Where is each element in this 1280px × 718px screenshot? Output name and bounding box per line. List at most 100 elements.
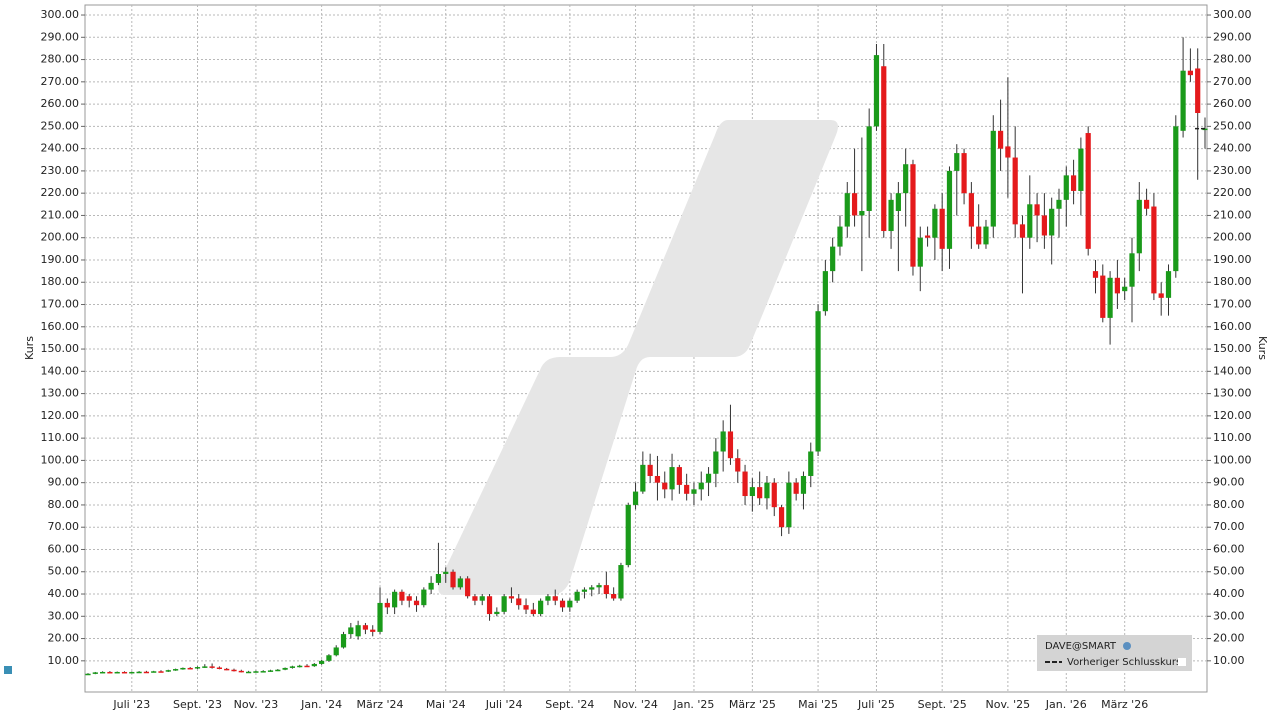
- y-tick-label: 140.00: [41, 364, 80, 377]
- y-tick-label: 210.00: [41, 208, 80, 221]
- y2-tick-label: 180.00: [1213, 275, 1252, 288]
- candle-body: [85, 673, 91, 676]
- y-tick-label: 100.00: [41, 453, 80, 466]
- candle-body: [173, 669, 179, 671]
- y-tick-label: 280.00: [41, 53, 80, 66]
- candle-body: [647, 464, 653, 476]
- candle-body: [289, 666, 296, 668]
- y-tick-label: 300.00: [41, 8, 80, 21]
- candle-body: [837, 226, 843, 247]
- y-tick-label: 60.00: [48, 542, 80, 555]
- y2-tick-label: 270.00: [1213, 75, 1252, 88]
- y-tick-label: 40.00: [48, 587, 80, 600]
- legend-label: DAVE@SMART: [1045, 641, 1117, 652]
- candle-body: [1129, 253, 1135, 287]
- candle-body: [362, 625, 369, 630]
- candle-body: [1019, 224, 1026, 238]
- y2-tick-label: 140.00: [1213, 364, 1252, 377]
- candle-body: [107, 671, 113, 674]
- candle-body: [844, 193, 850, 227]
- y-tick-label: 180.00: [41, 275, 80, 288]
- x-tick-label: Mai '25: [798, 698, 838, 711]
- candle-body: [559, 600, 566, 608]
- candle-body: [231, 669, 237, 672]
- y2-tick-label: 190.00: [1213, 253, 1252, 266]
- y2-tick-label: 20.00: [1213, 632, 1245, 645]
- candle-body: [494, 611, 500, 615]
- candle-body: [946, 170, 953, 249]
- candle-body: [888, 199, 894, 232]
- y2-tick-label: 240.00: [1213, 142, 1252, 155]
- candle-body: [465, 578, 471, 597]
- y2-tick-label: 230.00: [1213, 164, 1252, 177]
- x-tick-label: März '24: [357, 698, 404, 711]
- y-tick-label: 110.00: [41, 431, 80, 444]
- candle-body: [954, 153, 960, 171]
- candle-body: [603, 585, 609, 595]
- y-tick-label: 230.00: [41, 164, 80, 177]
- y-tick-label: 30.00: [48, 609, 80, 622]
- candle-body: [720, 431, 726, 452]
- candle-body: [530, 609, 536, 615]
- candle-body: [194, 667, 201, 669]
- candle-body: [881, 66, 887, 232]
- y2-tick-label: 220.00: [1213, 186, 1252, 199]
- candle-body: [129, 671, 135, 674]
- y2-tick-label: 100.00: [1213, 453, 1252, 466]
- y-tick-label: 250.00: [41, 119, 80, 132]
- x-tick-label: März '25: [729, 698, 776, 711]
- candle-body: [1165, 271, 1172, 298]
- candle-body: [304, 665, 310, 668]
- candle-body: [618, 565, 624, 599]
- candle-body: [143, 671, 150, 674]
- candle-body: [282, 667, 288, 670]
- y2-tick-label: 300.00: [1213, 8, 1252, 21]
- candle-body: [997, 130, 1004, 149]
- candle-body: [1085, 133, 1091, 249]
- candle-body: [859, 210, 865, 216]
- candle-body: [392, 591, 398, 608]
- y2-tick-label: 160.00: [1213, 320, 1252, 333]
- candle-body: [691, 489, 697, 494]
- candle-body: [990, 130, 996, 227]
- candle-body: [830, 246, 836, 272]
- y-tick-label: 240.00: [41, 142, 80, 155]
- candle-body: [1078, 148, 1084, 191]
- candle-body: [92, 672, 98, 674]
- candle-body: [625, 504, 631, 566]
- y2-tick-label: 280.00: [1213, 53, 1252, 66]
- y-tick-label: 50.00: [48, 565, 80, 578]
- corner-icon[interactable]: [4, 666, 12, 674]
- candle-body: [275, 669, 281, 672]
- y2-tick-label: 70.00: [1213, 520, 1245, 533]
- candle-body: [676, 467, 682, 485]
- candle-body: [472, 596, 478, 601]
- candle-body: [151, 671, 157, 673]
- y2-axis-title: Kurs: [1256, 336, 1269, 360]
- candle-body: [545, 596, 551, 601]
- candle-body: [932, 208, 938, 238]
- candle-body: [348, 627, 354, 635]
- candle-body: [735, 458, 741, 472]
- candle-body: [1041, 215, 1047, 236]
- candle-body: [1158, 293, 1164, 298]
- candle-body: [297, 665, 303, 668]
- candle-body: [764, 482, 770, 499]
- candle-body: [808, 451, 814, 476]
- candle-body: [1049, 208, 1055, 236]
- y2-tick-label: 260.00: [1213, 97, 1252, 110]
- y-tick-label: 120.00: [41, 409, 80, 422]
- y2-tick-label: 30.00: [1213, 609, 1245, 622]
- x-tick-label: Jan. '26: [1045, 698, 1087, 711]
- x-tick-label: März '26: [1101, 698, 1148, 711]
- candle-body: [800, 475, 807, 494]
- watermark: [438, 120, 838, 595]
- candle-body: [333, 647, 339, 656]
- y-tick-label: 10.00: [48, 654, 80, 667]
- candle-body: [1005, 146, 1011, 158]
- legend-checkbox[interactable]: [1178, 658, 1186, 666]
- candle-body: [1034, 204, 1040, 216]
- grid: [85, 5, 1207, 692]
- candle-body: [632, 491, 639, 505]
